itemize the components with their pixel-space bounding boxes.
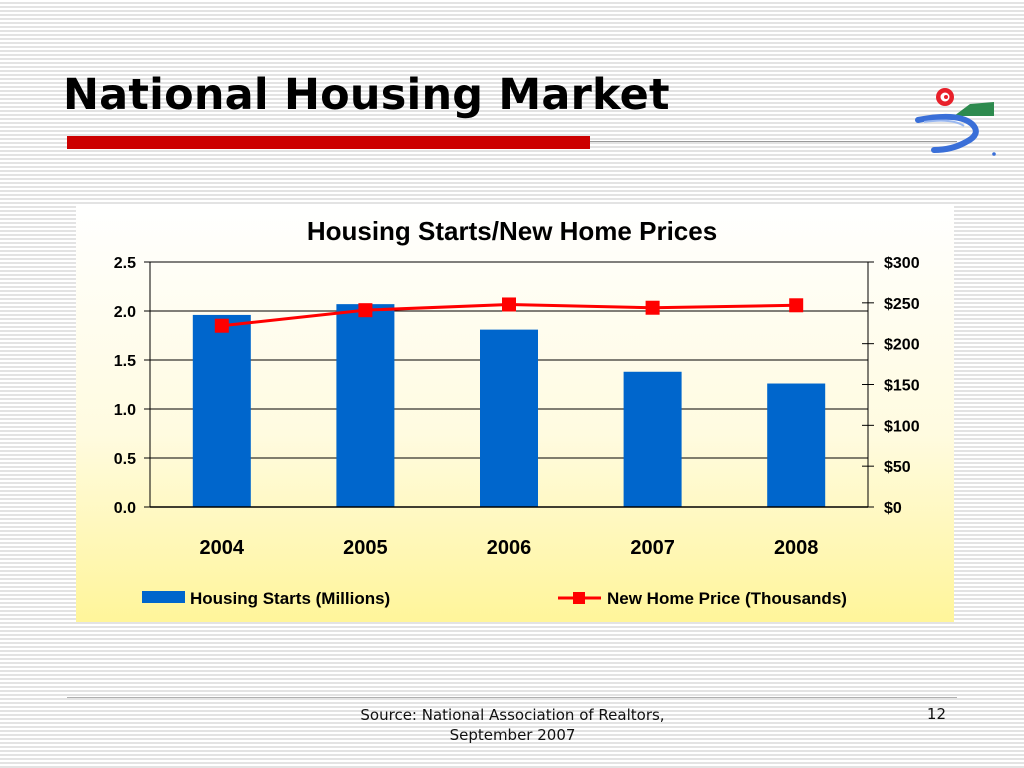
marker-new-home-price-2005 <box>358 303 373 318</box>
bar-housing-starts-2006 <box>480 329 538 507</box>
chart-title: Housing Starts/New Home Prices <box>307 216 717 246</box>
left-axis-tick-label: 2.5 <box>114 255 136 272</box>
bar-housing-starts-2004 <box>192 314 251 507</box>
bar-housing-starts-2008 <box>767 383 826 507</box>
housing-chart: Housing Starts/New Home Prices 0.0 0.5 1.0 1… <box>114 216 920 608</box>
left-axis-tick-label: 2.0 <box>114 304 136 321</box>
title-underline-red <box>67 136 590 149</box>
right-axis-tick-label: $250 <box>884 296 920 313</box>
right-axis-tick-label: $0 <box>884 500 902 517</box>
right-axis-tick-label: $200 <box>884 337 920 354</box>
title-underline-grey <box>590 141 957 142</box>
left-axis-tick-label: 1.0 <box>114 402 136 419</box>
marker-new-home-price-2004 <box>214 318 229 333</box>
marker-new-home-price-2006 <box>502 297 516 312</box>
chart-panel: Housing Starts/New Home Prices 0.0 0.5 1.0 1… <box>76 204 954 622</box>
marker-new-home-price-2007 <box>645 300 660 315</box>
source-line-2: September 2007 <box>449 726 576 744</box>
left-axis-tick-label: 1.5 <box>114 353 136 370</box>
source-note: Source: National Association of Realtors… <box>300 705 725 745</box>
footer-rule <box>67 697 957 698</box>
x-axis-category-label: 2006 <box>487 537 532 559</box>
bar-housing-starts-2007 <box>623 371 682 507</box>
right-axis-tick-label: $300 <box>884 255 920 272</box>
title-underline <box>67 136 957 149</box>
left-axis-tick-label: 0.5 <box>114 451 136 468</box>
legend-swatch-marker-new-home-price <box>573 592 585 604</box>
x-axis-category-label: 2008 <box>774 537 819 559</box>
logo-icon <box>915 88 996 156</box>
legend-swatch-housing-starts <box>142 591 185 603</box>
source-line-1: Source: National Association of Realtors… <box>360 706 665 724</box>
slide-title: National Housing Market <box>63 70 670 120</box>
right-axis-tick-label: $50 <box>884 459 911 476</box>
x-axis-category-label: 2004 <box>200 537 245 559</box>
page-number: 12 <box>926 705 946 723</box>
x-axis-category-label: 2005 <box>343 537 388 559</box>
bar-housing-starts-2005 <box>336 304 395 507</box>
legend-label-housing-starts: Housing Starts (Millions) <box>190 589 390 608</box>
legend-label-new-home-price: New Home Price (Thousands) <box>607 589 847 608</box>
right-axis-tick-label: $100 <box>884 418 920 435</box>
left-axis-tick-label: 0.0 <box>114 500 136 517</box>
marker-new-home-price-2008 <box>789 298 804 313</box>
x-axis-category-label: 2007 <box>630 537 675 559</box>
right-axis-tick-label: $150 <box>884 378 920 395</box>
